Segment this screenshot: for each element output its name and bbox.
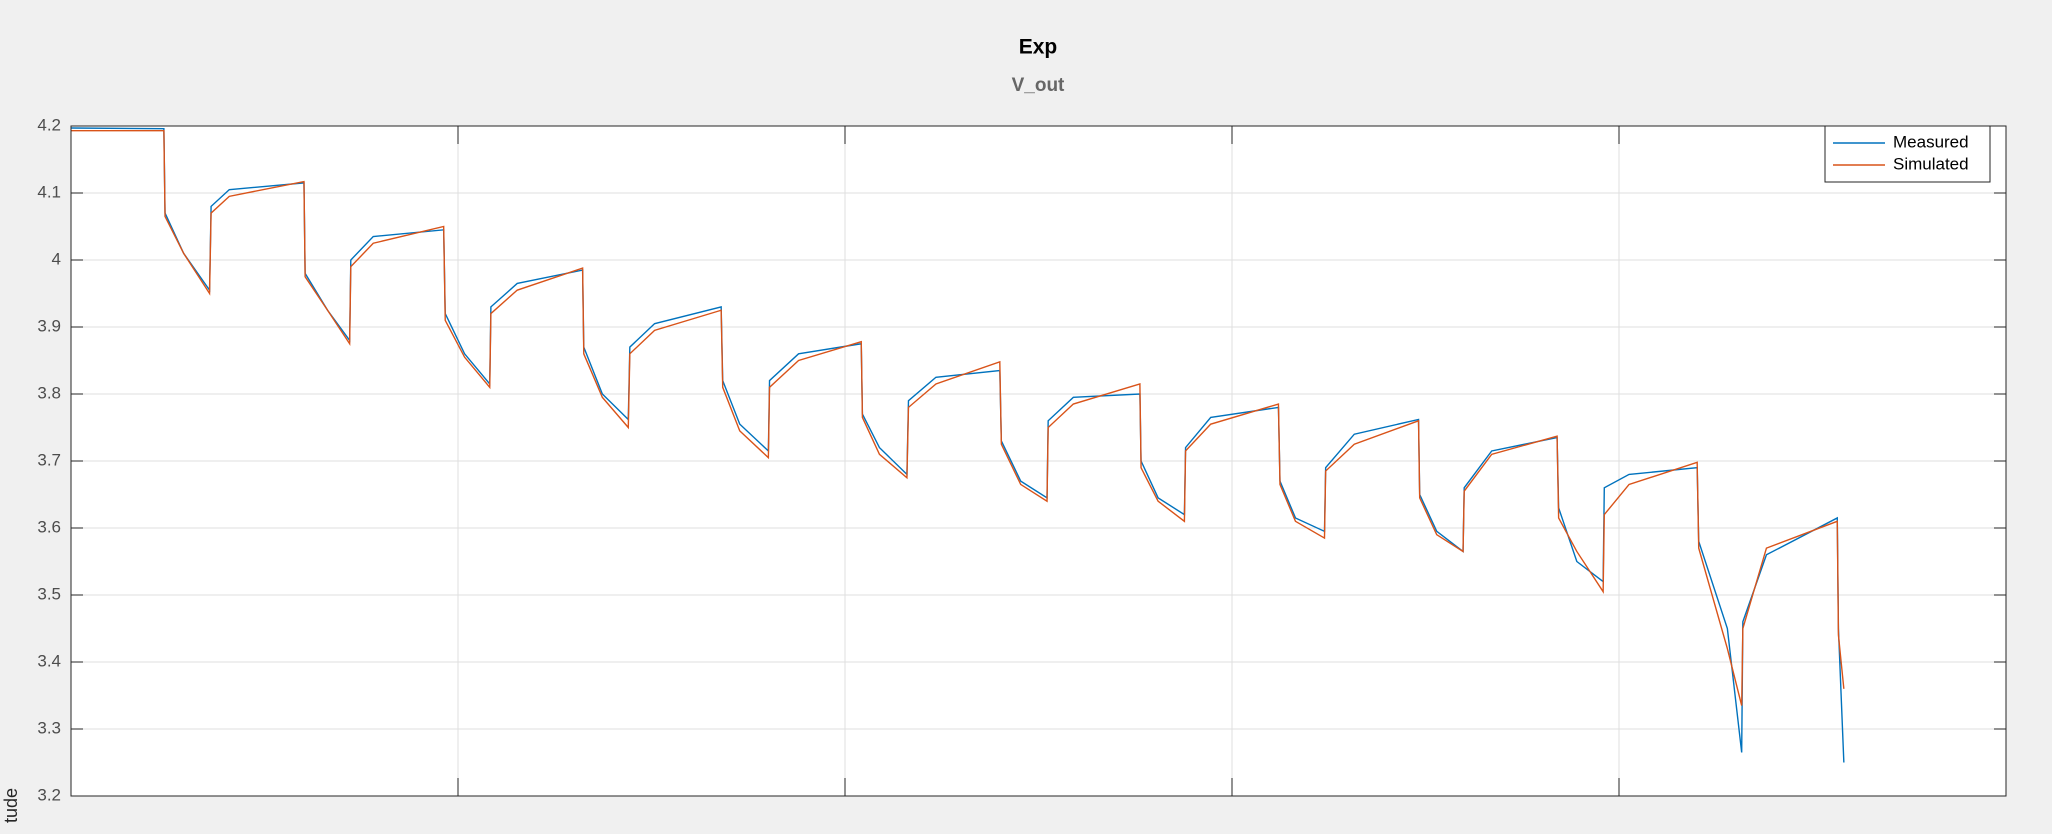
y-tick-label: 3.4 — [37, 651, 61, 670]
axes-box — [70, 125, 2007, 797]
legend: Measured Simulated — [1824, 125, 1991, 183]
y-tick-label: 3.8 — [37, 383, 61, 402]
y-tick-label: 4 — [52, 249, 61, 268]
y-tick-label: 3.3 — [37, 718, 61, 737]
y-tick-label: 3.2 — [37, 785, 61, 804]
y-tick-label: 3.7 — [37, 450, 61, 469]
series-line — [71, 129, 1845, 706]
y-tick-label: 4.1 — [37, 182, 61, 201]
chart-subtitle: V_out — [1012, 75, 1065, 96]
y-tick-label: 3.6 — [37, 517, 61, 536]
y-tick-label: 4.2 — [37, 115, 61, 134]
legend-box — [1824, 125, 1991, 183]
y-tick-label: 3.9 — [37, 316, 61, 335]
y-axis-label: tude — [1, 788, 21, 823]
y-tick-label: 3.5 — [37, 584, 61, 603]
legend-label: Simulated — [1893, 154, 1969, 173]
legend-label: Measured — [1893, 132, 1969, 151]
chart-title: Exp — [1019, 36, 1058, 59]
